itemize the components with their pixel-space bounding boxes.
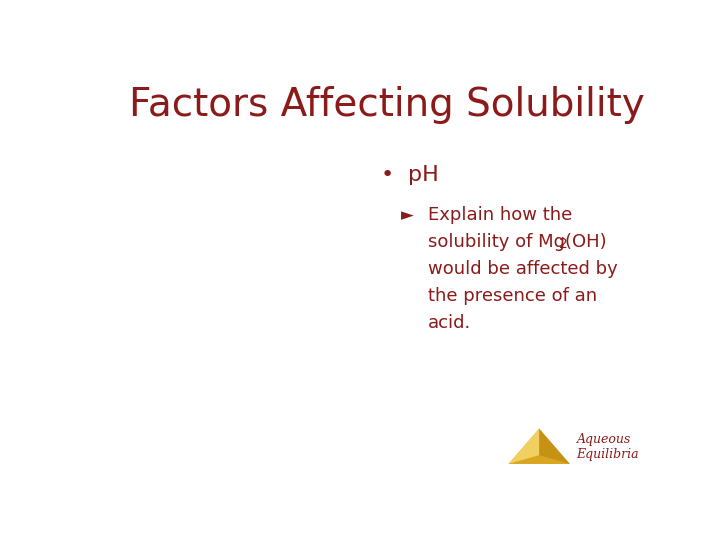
Text: acid.: acid. [428,314,471,332]
Text: pH: pH [408,165,438,185]
Text: Equilibria: Equilibria [577,448,639,461]
Text: solubility of Mg(OH): solubility of Mg(OH) [428,233,606,251]
Text: ►: ► [401,206,413,224]
Text: Explain how the: Explain how the [428,206,572,224]
Text: •: • [381,165,394,185]
Polygon shape [539,429,570,464]
Text: would be affected by: would be affected by [428,260,617,278]
Text: Factors Affecting Solubility: Factors Affecting Solubility [129,85,645,124]
Text: Aqueous: Aqueous [577,434,631,447]
Polygon shape [508,429,539,464]
Text: 2: 2 [559,238,567,251]
Polygon shape [508,429,570,464]
Text: the presence of an: the presence of an [428,287,597,305]
